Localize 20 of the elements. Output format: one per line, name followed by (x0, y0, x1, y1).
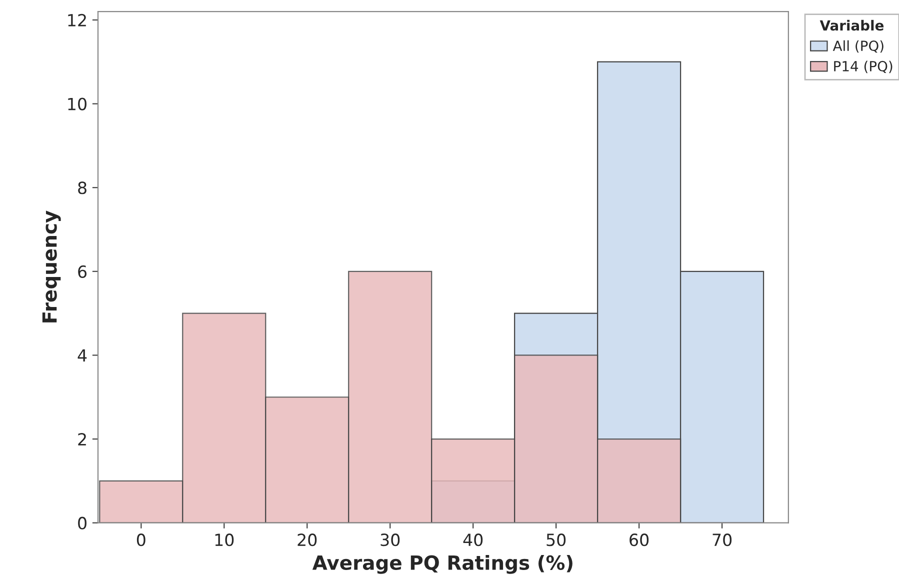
x-tick-label: 0 (136, 534, 146, 546)
y-tick-label: 10 (68, 98, 86, 110)
y-tick-label: 4 (78, 349, 87, 362)
legend-label: P14 (PQ) (834, 60, 892, 74)
x-tick-label: 40 (463, 534, 483, 546)
y-tick-label: 8 (78, 182, 86, 194)
x-tick-label: 30 (380, 534, 400, 546)
x-tick-label: 70 (712, 534, 732, 546)
y-tick-label: 6 (78, 265, 87, 278)
x-axis-title: Average PQ Ratings (%) (312, 554, 572, 574)
x-tick-label: 20 (298, 534, 317, 546)
y-tick-label: 12 (68, 14, 86, 26)
y-axis-title: Frequency (42, 210, 61, 322)
x-tick-label: 60 (630, 534, 649, 546)
x-tick-label: 10 (215, 534, 234, 546)
legend-label: All (PQ) (832, 40, 884, 53)
legend-title: Variable (820, 20, 884, 31)
x-tick-label: 50 (546, 534, 566, 546)
y-tick-label: 2 (78, 432, 86, 446)
y-tick-label: 0 (78, 516, 86, 530)
